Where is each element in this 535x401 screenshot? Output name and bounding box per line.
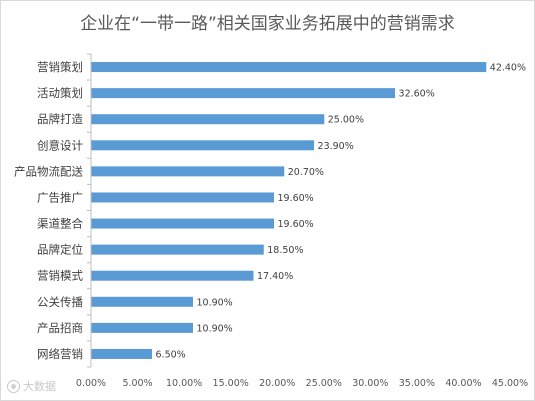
- bar: [91, 296, 193, 307]
- category-label: 创意设计: [37, 138, 83, 152]
- bar: [91, 166, 285, 177]
- data-label: 19.60%: [277, 193, 313, 204]
- watermark-logo-icon: [7, 379, 20, 393]
- axis-layer: 营销策划 42.40% 活动策划 32.60% 品牌打造 25.00% 创意设计 23.90%…: [14, 53, 528, 389]
- bar: [91, 62, 487, 73]
- data-label: 19.60%: [277, 219, 313, 230]
- chart-title: 企业在“一带一路”相关国家业务拓展中的营销需求: [80, 14, 455, 34]
- category-label: 产品招商: [37, 321, 83, 335]
- x-tick-label: 25.00%: [306, 378, 342, 389]
- data-label: 25.00%: [328, 115, 364, 126]
- bar: [91, 244, 264, 255]
- data-label: 18.50%: [267, 245, 303, 256]
- data-label: 6.50%: [156, 349, 186, 360]
- data-label: 17.40%: [257, 271, 293, 282]
- data-label: 32.60%: [399, 89, 435, 100]
- category-label: 渠道整合: [37, 217, 83, 231]
- watermark: 大数据: [7, 378, 56, 394]
- category-label: 营销策划: [37, 60, 83, 74]
- x-tick-label: 0.00%: [76, 378, 106, 389]
- category-label: 广告推广: [37, 190, 83, 204]
- category-label: 网络营销: [37, 347, 83, 361]
- bar: [91, 140, 315, 151]
- bar: [91, 192, 274, 203]
- bar: [91, 270, 254, 281]
- bar: [91, 114, 325, 125]
- bar: [91, 322, 193, 333]
- category-label: 公关传播: [37, 295, 83, 309]
- data-label: 20.70%: [288, 167, 324, 178]
- x-tick-label: 40.00%: [445, 378, 481, 389]
- data-label: 42.40%: [490, 63, 526, 74]
- data-label: 10.90%: [196, 323, 232, 334]
- data-label: 10.90%: [196, 297, 232, 308]
- category-label: 产品物流配送: [14, 164, 83, 178]
- x-tick-label: 10.00%: [166, 378, 202, 389]
- x-tick-label: 30.00%: [352, 378, 388, 389]
- bar: [91, 348, 153, 359]
- bars-layer: [91, 62, 487, 359]
- bar: [91, 218, 274, 229]
- watermark-text: 大数据: [23, 380, 56, 393]
- x-tick-label: 15.00%: [213, 378, 249, 389]
- x-tick-label: 45.00%: [492, 378, 528, 389]
- category-label: 品牌定位: [37, 243, 83, 257]
- x-tick-label: 35.00%: [399, 378, 435, 389]
- data-label: 23.90%: [318, 141, 354, 152]
- x-tick-label: 20.00%: [259, 378, 295, 389]
- bar: [91, 88, 396, 99]
- category-label: 品牌打造: [37, 112, 83, 126]
- category-label: 活动策划: [37, 86, 83, 100]
- x-tick-label: 5.00%: [122, 378, 152, 389]
- category-label: 营销模式: [37, 269, 83, 283]
